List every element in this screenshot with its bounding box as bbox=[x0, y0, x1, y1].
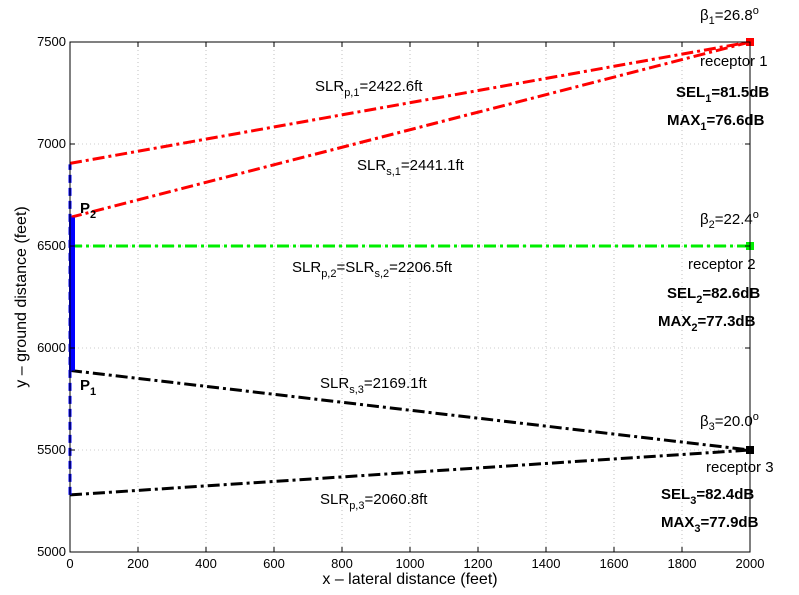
x-tick-label: 800 bbox=[331, 556, 353, 571]
x-tick-label: 0 bbox=[66, 556, 73, 571]
x-tick-label: 200 bbox=[127, 556, 149, 571]
y-tick-label: 5000 bbox=[37, 544, 66, 559]
x-axis-label: x – lateral distance (feet) bbox=[322, 571, 497, 588]
x-tick-label: 1400 bbox=[532, 556, 561, 571]
receptor2-label: receptor 2 bbox=[688, 256, 756, 273]
y-axis-label: y – ground distance (feet) bbox=[13, 206, 30, 387]
x-tick-label: 1800 bbox=[668, 556, 697, 571]
x-tick-label: 1000 bbox=[396, 556, 425, 571]
y-tick-label: 6000 bbox=[37, 340, 66, 355]
y-tick-label: 6500 bbox=[37, 238, 66, 253]
beta1-label: β1=26.8o bbox=[700, 5, 759, 27]
y-tick-label: 5500 bbox=[37, 442, 66, 457]
x-tick-label: 600 bbox=[263, 556, 285, 571]
x-tick-label: 2000 bbox=[736, 556, 765, 571]
receptor3-label: receptor 3 bbox=[706, 459, 774, 476]
y-tick-label: 7500 bbox=[37, 34, 66, 49]
x-tick-label: 1600 bbox=[600, 556, 629, 571]
y-tick-label: 7000 bbox=[37, 136, 66, 151]
x-tick-label: 1200 bbox=[464, 556, 493, 571]
x-tick-label: 400 bbox=[195, 556, 217, 571]
receptor1-label: receptor 1 bbox=[700, 53, 768, 70]
